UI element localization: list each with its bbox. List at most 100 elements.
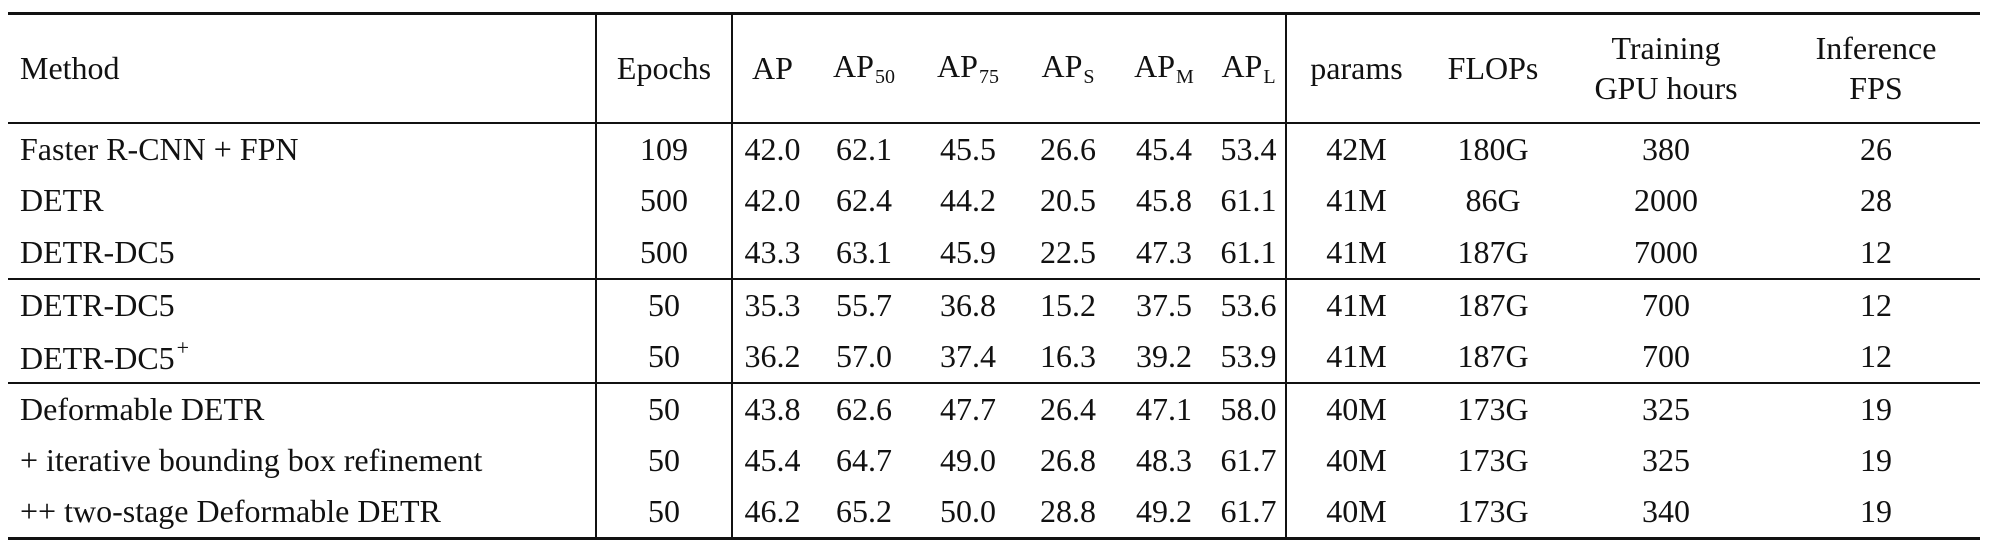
cell-params: 40M [1326, 442, 1387, 478]
cell-training-gpu-hours: 340 [1642, 493, 1690, 530]
method-name: DETR-DC5 [20, 340, 175, 376]
results-table: Method Epochs AP AP50 AP75 APS APM APL p… [8, 12, 1980, 540]
header-aps: APS [1020, 14, 1116, 123]
header-ap: AP [752, 49, 793, 86]
cell-ap50: 55.7 [836, 286, 892, 323]
header-training-gpu-hours: Training GPU hours [1560, 14, 1772, 123]
cell-training-gpu-hours: 380 [1642, 130, 1690, 167]
cell-ap: 42.0 [744, 130, 801, 167]
cell-ap75: 44.2 [940, 182, 996, 218]
cell-ap75: 49.0 [940, 442, 996, 478]
cell-ap: 42.0 [744, 182, 801, 218]
method-name: DETR-DC5 [20, 286, 175, 323]
cell-method: + iterative bounding box refinement [8, 434, 597, 487]
cell-apm: 45.8 [1136, 182, 1192, 218]
cell-method: DETR [8, 174, 597, 227]
cell-apl: 61.1 [1212, 174, 1287, 227]
cell-apm: 47.1 [1136, 390, 1192, 427]
header-apm-subscript: M [1176, 65, 1194, 88]
cell-apl: 53.9 [1212, 330, 1287, 383]
cell-flops: 173G [1457, 390, 1529, 427]
header-params: params [1310, 49, 1403, 86]
header-training-line2: GPU hours [1594, 70, 1738, 107]
cell-ap50: 63.1 [836, 233, 892, 270]
cell-ap50: 62.1 [836, 130, 892, 167]
cell-method: DETR-DC5+ [8, 330, 597, 383]
cell-ap75: 36.8 [940, 286, 996, 323]
cell-ap: 43.8 [744, 390, 801, 427]
cell-method: DETR-DC5 [8, 278, 597, 331]
table-group-baselines-long: Faster R-CNN + FPN 109 42.0 62.1 45.5 26… [8, 122, 1980, 279]
header-ap50-subscript: 50 [874, 65, 895, 88]
cell-training-gpu-hours: 700 [1642, 337, 1690, 374]
header-ap50: AP50 [812, 14, 916, 123]
cell-apm: 49.2 [1136, 493, 1192, 530]
cell-apm: 47.3 [1136, 233, 1192, 270]
table-row: Deformable DETR 50 43.8 62.6 47.7 26.4 4… [8, 382, 1980, 435]
header-apm: APM [1116, 14, 1212, 123]
cell-ap75: 45.5 [940, 130, 996, 167]
header-apl-base: AP [1221, 47, 1263, 84]
cell-ap75: 50.0 [940, 493, 996, 530]
header-training-line1: Training [1611, 30, 1721, 67]
cell-ap: 35.3 [744, 286, 801, 323]
header-ap75-base: AP [937, 47, 978, 84]
cell-ap50: 62.6 [836, 390, 892, 427]
cell-aps: 22.5 [1040, 233, 1096, 270]
cell-params: 41M [1326, 233, 1387, 270]
cell-apm: 37.5 [1136, 286, 1192, 323]
cell-params: 40M [1326, 493, 1387, 530]
cell-ap75: 45.9 [940, 233, 996, 270]
cell-flops: 173G [1457, 442, 1529, 478]
cell-apl: 61.7 [1212, 434, 1287, 487]
cell-training-gpu-hours: 325 [1642, 390, 1690, 427]
cell-params: 41M [1326, 337, 1387, 374]
cell-ap50: 64.7 [836, 442, 892, 478]
table-row: DETR-DC5 500 43.3 63.1 45.9 22.5 47.3 61… [8, 226, 1980, 279]
header-row: Method Epochs AP AP50 AP75 APS APM APL p… [8, 13, 1980, 123]
table-group-baselines-short: DETR-DC5 50 35.3 55.7 36.8 15.2 37.5 53.… [8, 278, 1980, 383]
cell-ap50: 57.0 [836, 337, 892, 374]
cell-inference-fps: 19 [1860, 390, 1892, 427]
cell-training-gpu-hours: 7000 [1634, 233, 1698, 270]
cell-flops: 187G [1457, 233, 1529, 270]
header-aps-subscript: S [1083, 65, 1095, 88]
cell-params: 41M [1326, 286, 1387, 323]
cell-ap50: 62.4 [836, 182, 892, 218]
table-row: DETR-DC5+ 50 36.2 57.0 37.4 16.3 39.2 53… [8, 330, 1980, 383]
cell-training-gpu-hours: 2000 [1634, 182, 1698, 218]
table-row: DETR-DC5 50 35.3 55.7 36.8 15.2 37.5 53.… [8, 278, 1980, 331]
cell-flops: 86G [1465, 182, 1521, 218]
cell-aps: 20.5 [1040, 182, 1096, 218]
header-epochs: Epochs [596, 13, 733, 123]
cell-inference-fps: 19 [1860, 493, 1892, 530]
method-name: Faster R-CNN + FPN [20, 130, 299, 167]
table-row: + iterative bounding box refinement 50 4… [8, 434, 1980, 487]
cell-aps: 26.8 [1040, 442, 1096, 478]
cell-method: DETR-DC5 [8, 226, 597, 279]
cell-apl: 58.0 [1212, 382, 1287, 435]
header-method: Method [8, 13, 597, 123]
method-superscript: + [176, 335, 190, 360]
cell-apm: 39.2 [1136, 337, 1192, 374]
cell-ap: 46.2 [744, 493, 801, 530]
cell-apl: 53.4 [1212, 122, 1287, 175]
cell-apl: 61.1 [1212, 226, 1287, 279]
method-name: Deformable DETR [20, 390, 265, 427]
header-inference-line1: Inference [1815, 30, 1937, 67]
header-inference-line2: FPS [1849, 70, 1903, 107]
cell-flops: 187G [1457, 286, 1529, 323]
header-flops: FLOPs [1447, 49, 1539, 86]
cell-flops: 180G [1457, 130, 1529, 167]
cell-training-gpu-hours: 325 [1642, 442, 1690, 478]
cell-epochs: 50 [596, 330, 733, 383]
table-row: DETR 500 42.0 62.4 44.2 20.5 45.8 61.1 4… [8, 174, 1980, 227]
cell-epochs: 50 [596, 434, 733, 487]
cell-inference-fps: 12 [1860, 286, 1892, 323]
cell-aps: 28.8 [1040, 493, 1096, 530]
header-ap75-subscript: 75 [978, 65, 999, 88]
cell-epochs: 500 [596, 226, 733, 279]
cell-params: 42M [1326, 130, 1387, 167]
header-aps-base: AP [1041, 47, 1083, 84]
cell-flops: 173G [1457, 493, 1529, 530]
